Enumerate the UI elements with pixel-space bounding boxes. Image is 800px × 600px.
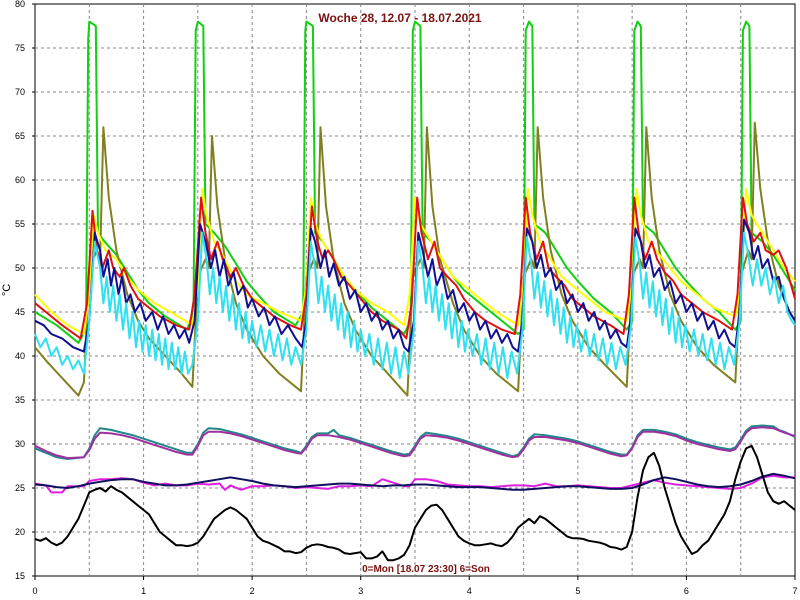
series-lines [34,20,796,562]
series-line-11 [34,444,796,562]
y-tick-label: 40 [15,351,25,361]
y-tick-label: 80 [15,0,25,9]
series-line-6 [34,231,796,379]
x-tick-label: 3 [358,586,363,596]
y-tick-label: 20 [15,527,25,537]
x-tick-label: 1 [141,586,146,596]
y-tick-label: 30 [15,439,25,449]
y-tick-label: 35 [15,395,25,405]
x-tick-labels: 0 1 2 3 4 5 6 7 [32,576,798,596]
x-tick-label: 2 [250,586,255,596]
y-tick-label: 15 [15,571,25,581]
y-tick-label: 60 [15,175,25,185]
series-line-8 [34,426,796,460]
series-line-4 [34,196,796,340]
y-tick-label: 50 [15,263,25,273]
time-annotation: 0=Mon [18.07 23:30] 6=Son [362,564,490,575]
y-tick-label: 70 [15,87,25,97]
x-tick-label: 0 [32,586,37,596]
series-line-10 [34,472,796,491]
series-line-3 [34,187,796,335]
y-tick-label: 45 [15,307,25,317]
y-axis-label: °C [1,284,13,296]
series-line-5 [34,218,796,353]
y-tick-label: 25 [15,483,25,493]
y-tick-label: 75 [15,43,25,53]
y-tick-label: 55 [15,219,25,229]
x-tick-label: 4 [467,586,472,596]
chart-title: Woche 28, 12.07 - 18.07.2021 [318,11,482,25]
x-tick-label: 5 [575,586,580,596]
y-tick-label: 65 [15,131,25,141]
x-tick-label: 6 [684,586,689,596]
y-tick-labels: 15 20 25 30 35 40 45 50 55 60 65 70 75 80 [15,0,35,581]
x-tick-label: 7 [792,586,797,596]
